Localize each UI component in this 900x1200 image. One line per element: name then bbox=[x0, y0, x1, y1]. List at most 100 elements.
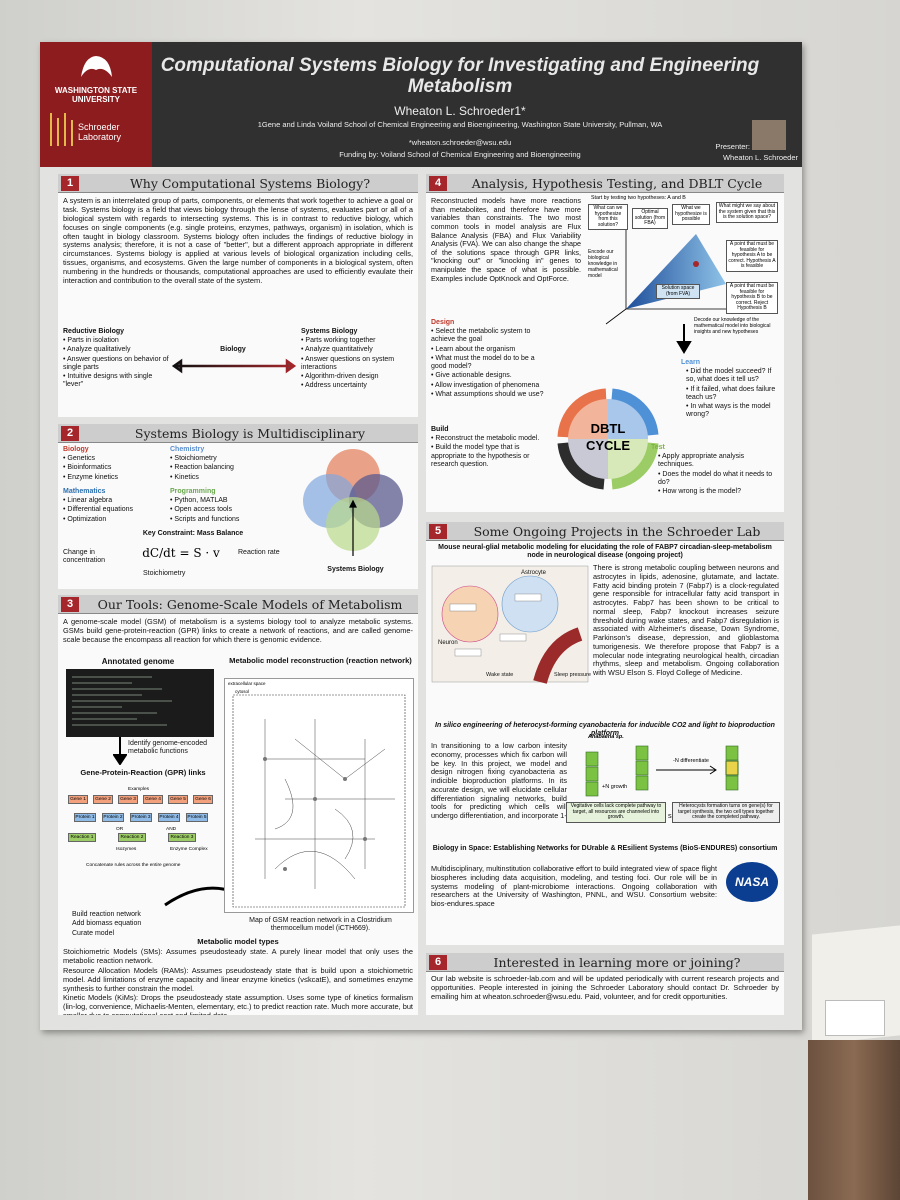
list-item: Curate model bbox=[72, 929, 115, 937]
list-item: Parts in isolation bbox=[63, 337, 173, 345]
presenter-photo bbox=[752, 120, 786, 150]
section-5: 5 Some Ongoing Projects in the Schroeder … bbox=[426, 522, 784, 945]
list-item: Resource Allocation Models (RAMs): Assum… bbox=[63, 965, 413, 993]
list-item: Answer questions on behavior of single p… bbox=[63, 356, 173, 373]
list-item: Intuitive designs with single "lever" bbox=[63, 373, 173, 390]
graphic bbox=[349, 499, 357, 556]
list-item: Parts working together bbox=[301, 337, 413, 345]
graphic bbox=[568, 439, 608, 479]
map-label: cytosol bbox=[235, 689, 250, 694]
section-number: 1 bbox=[61, 176, 79, 191]
gpr-label: Enzyme Complex bbox=[170, 847, 208, 852]
diagram-label: Optimal solution (from FBA) bbox=[632, 208, 668, 229]
section-number: 5 bbox=[429, 524, 447, 539]
nasa-logo: NASA bbox=[726, 862, 778, 902]
section-title: Our Tools: Genome-Scale Models of Metabo… bbox=[97, 597, 403, 612]
gpr-diagram: Examples Gene 1 Gene 2 Gene 3 Gene 4 Gene 5 Ge… bbox=[66, 787, 216, 897]
list-item: Reconstruct the metabolic model. bbox=[431, 435, 549, 443]
subheading: Metabolic model types bbox=[197, 937, 279, 946]
diagram-label: Encode our biological knowledge in mathe… bbox=[588, 249, 618, 279]
dbtl-cycle bbox=[557, 388, 659, 490]
graphic bbox=[499, 633, 527, 642]
cardboard-tube bbox=[808, 1040, 900, 1200]
group-title: Programming bbox=[170, 488, 216, 495]
list-item: Open access tools bbox=[170, 506, 239, 514]
equation-label: Stoichiometry bbox=[143, 570, 186, 577]
gpr-box: Protein 3 bbox=[130, 813, 152, 822]
section-title: Systems Biology is Multidisciplinary bbox=[134, 426, 366, 441]
graphic bbox=[255, 719, 395, 889]
arrow-label: Biology bbox=[220, 346, 246, 353]
list: Python, MATLABOpen access tools Scripts a… bbox=[170, 497, 239, 525]
graphic bbox=[72, 676, 172, 726]
gpr-label: OR bbox=[116, 827, 124, 832]
list-item: Build reaction network bbox=[72, 911, 141, 918]
list-item: Enzyme kinetics bbox=[63, 474, 118, 482]
diagram-label: Neuron bbox=[438, 640, 458, 646]
genome-terminal bbox=[66, 669, 214, 737]
gpr-box: Protein 2 bbox=[102, 813, 124, 822]
list-item: In what ways is the model wrong? bbox=[686, 403, 781, 420]
group-title: Biology bbox=[63, 446, 89, 453]
graphic bbox=[557, 442, 605, 490]
list-title: Build bbox=[431, 426, 449, 433]
list-item: Add biomass equation bbox=[72, 920, 142, 928]
gpr-box: Protein 5 bbox=[186, 813, 208, 822]
paragraph-text: There is strong metabolic coupling betwe… bbox=[593, 563, 779, 677]
list-item: Algorithm-driven design bbox=[301, 373, 413, 381]
graphic bbox=[263, 757, 267, 761]
graphic bbox=[725, 775, 739, 791]
diagram-label: Start by testing two hypotheses: A and B bbox=[591, 195, 686, 201]
map-caption: Map of GSM reaction network in a Clostri… bbox=[249, 917, 392, 933]
university: WASHINGTON STATE UNIVERSITY bbox=[54, 86, 138, 104]
poster: WASHINGTON STATE UNIVERSITY Schroeder La… bbox=[40, 42, 802, 1030]
graphic bbox=[263, 757, 367, 871]
graphic bbox=[449, 593, 542, 657]
reaction-map: extracellular space cytosol bbox=[224, 678, 414, 913]
paragraph: A system is an interrelated group of par… bbox=[63, 196, 413, 285]
affiliation: 1Gene and Linda Voiland School of Chemic… bbox=[257, 120, 663, 129]
list: Stoichiometric Models (SMs): Assumes pse… bbox=[63, 947, 413, 1015]
gpr-box: Gene 1 bbox=[68, 795, 88, 804]
list-item: Stoichiometric Models (SMs): Assumes pse… bbox=[63, 947, 413, 965]
equation-label: Reaction rate bbox=[238, 549, 280, 556]
list-item: Learn about the organism bbox=[431, 346, 546, 354]
graphic bbox=[626, 234, 726, 309]
equation: dC/dt = S · v bbox=[142, 546, 220, 560]
list-item: Kinetics bbox=[170, 474, 234, 482]
list-item: Select the metabolic system to achieve t… bbox=[431, 328, 546, 345]
list-title: Test bbox=[651, 444, 665, 451]
diagram-label: What we hypothesize is possible bbox=[672, 204, 710, 225]
wsu-logo-block: WASHINGTON STATE UNIVERSITY Schroeder La… bbox=[40, 42, 152, 167]
section-3: 3 Our Tools: Genome-Scale Models of Metab… bbox=[58, 595, 418, 1015]
graphic bbox=[608, 439, 648, 479]
list-title: Reductive Biology bbox=[63, 328, 125, 335]
business-cards bbox=[825, 1000, 885, 1036]
section-1: 1 Why Computational Systems Biology? A sy… bbox=[58, 174, 418, 417]
equation-label: Change in concentration bbox=[63, 549, 106, 565]
graphic bbox=[693, 261, 699, 267]
project-title: Mouse neural-glial metabolic modeling fo… bbox=[438, 544, 772, 560]
list: GeneticsBioinformatics Enzyme kinetics bbox=[63, 455, 118, 483]
graphic bbox=[656, 765, 717, 775]
list: Parts in isolationAnalyze qualitatively A… bbox=[63, 337, 173, 391]
poster-header: WASHINGTON STATE UNIVERSITY Schroeder La… bbox=[40, 42, 802, 167]
list: Select the metabolic system to achieve t… bbox=[431, 328, 546, 400]
section-number: 4 bbox=[429, 176, 447, 191]
neural-glial-diagram bbox=[431, 565, 589, 684]
gpr-label: Examples bbox=[128, 787, 150, 792]
list: Linear algebraDifferential equations Opti… bbox=[63, 497, 133, 525]
graphic bbox=[501, 575, 559, 633]
graphic bbox=[611, 442, 659, 490]
diagram-label: Sleep pressure bbox=[554, 672, 591, 678]
gpr-box: Protein 1 bbox=[74, 813, 96, 822]
list-item: Genetics bbox=[63, 455, 118, 463]
list-item: Address uncertainty bbox=[301, 382, 413, 390]
graphic bbox=[171, 358, 297, 374]
graphic bbox=[313, 797, 317, 801]
gpr-box: Reaction 1 bbox=[68, 833, 96, 842]
graphic bbox=[514, 593, 542, 602]
section-heading: 5 Some Ongoing Projects in the Schroeder … bbox=[426, 522, 784, 541]
list-title: Learn bbox=[681, 359, 701, 366]
